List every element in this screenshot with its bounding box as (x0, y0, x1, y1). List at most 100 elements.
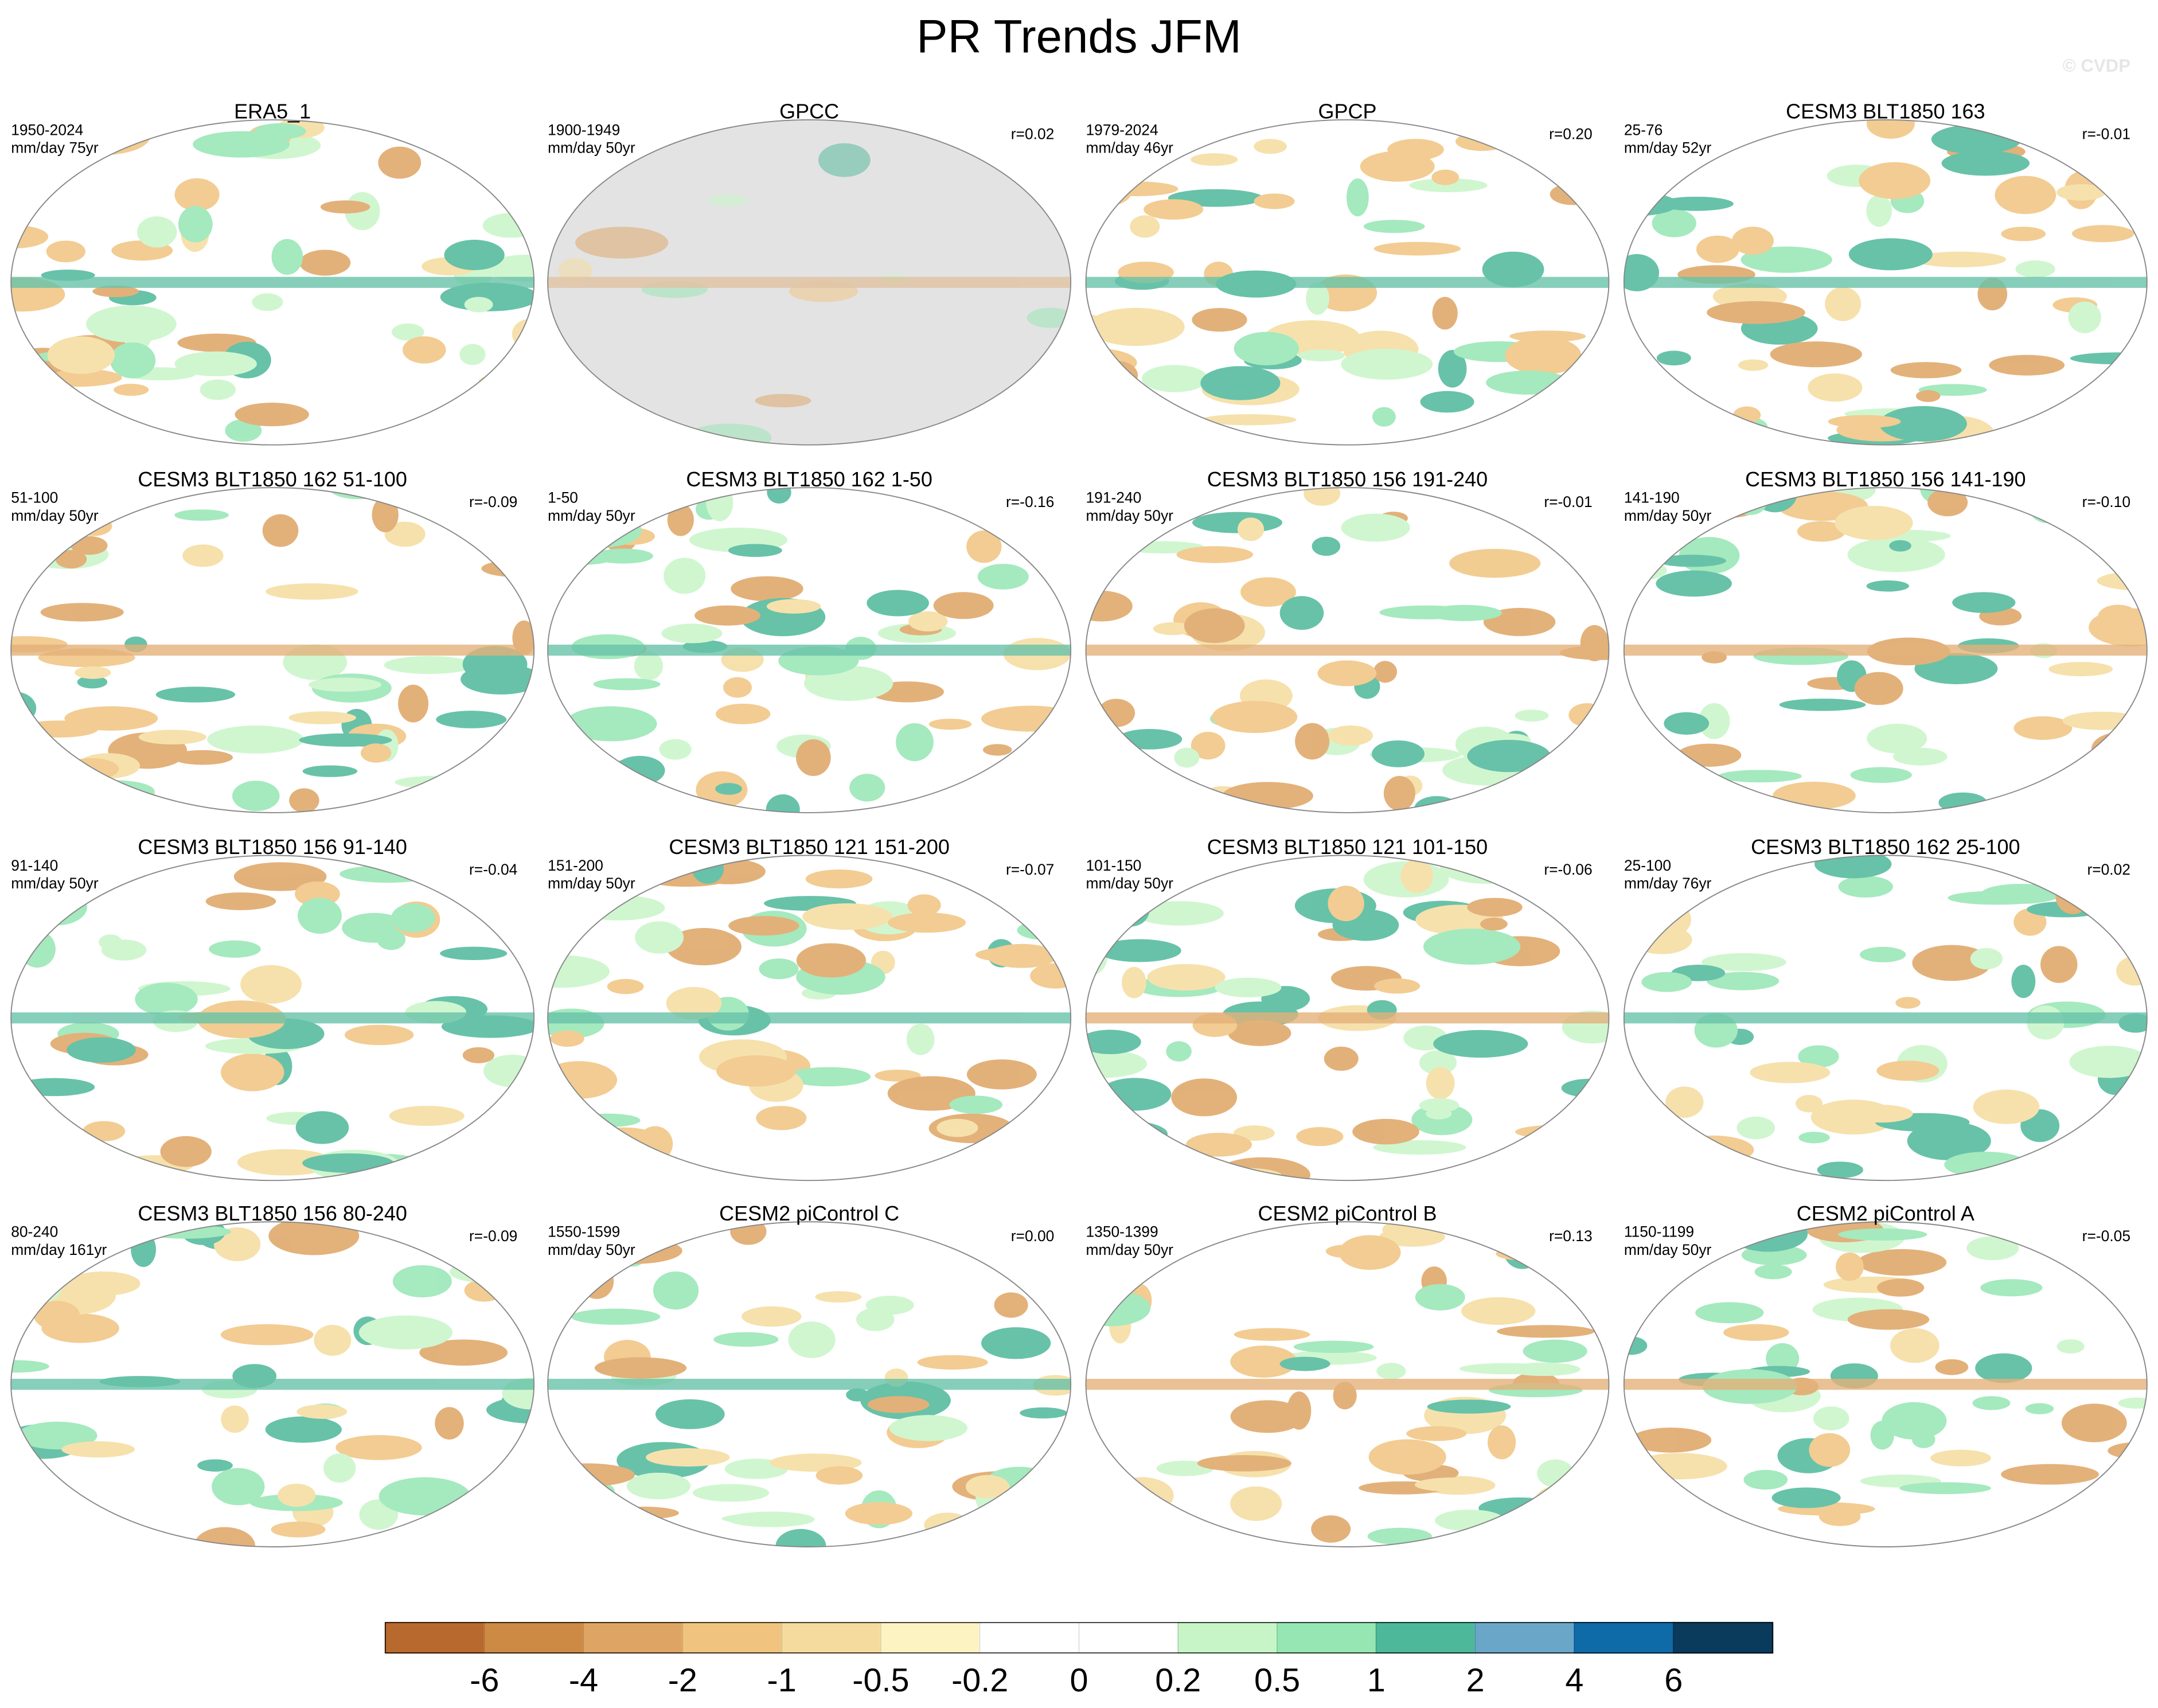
map-patch (759, 958, 799, 980)
map-patch (2013, 716, 2073, 740)
map-patch (1980, 1279, 2043, 1297)
map-patch (1646, 1140, 1684, 1155)
map-patch (1728, 1222, 1808, 1252)
map-patch (1461, 1297, 1536, 1325)
panel-r: r=0.13 (1549, 1227, 1593, 1245)
map-patch (2071, 225, 2134, 243)
map-patch (398, 684, 429, 723)
map-patch (271, 239, 303, 275)
map-patch (1372, 407, 1396, 427)
map-patch (403, 336, 446, 364)
map-patch (182, 544, 224, 567)
map-patch (1341, 513, 1410, 542)
map-patch (436, 711, 507, 728)
panel-period: 25-76 (1624, 121, 1663, 138)
map-patch (131, 1231, 156, 1268)
map-patch (1879, 405, 1967, 442)
map-patch (1847, 1309, 1930, 1330)
map-patch (1952, 592, 2016, 613)
panel-r: r=-0.07 (1006, 861, 1054, 878)
map-patch (1230, 1346, 1297, 1378)
map-patch (1419, 1050, 1457, 1075)
map-patch (548, 1061, 618, 1099)
map-patch (419, 1339, 508, 1366)
map-patch (378, 146, 422, 179)
map-patch (225, 419, 262, 442)
map-patch (1086, 1120, 1168, 1148)
map-patch (378, 1477, 471, 1516)
map-patch (2094, 1488, 2147, 1518)
map-patch (240, 965, 302, 1004)
panel-r: r=-0.09 (469, 493, 517, 510)
map-patch (1876, 1278, 1925, 1297)
map-patch (2131, 522, 2147, 556)
map-patch (965, 1475, 1010, 1499)
map-patch (1911, 1431, 1935, 1448)
map-patch (907, 894, 941, 917)
colorbar-box (880, 1621, 981, 1654)
map-patch (1279, 1356, 1330, 1371)
map-patch (966, 530, 1002, 563)
map-patch (879, 274, 908, 286)
map-patch (867, 590, 929, 617)
map-patch (1094, 181, 1178, 197)
map-patch (75, 666, 111, 679)
map-patch (721, 1513, 814, 1524)
map-patch (384, 521, 426, 547)
map-patch (1112, 893, 1150, 927)
colorbar-label: -0.2 (951, 1662, 1008, 1699)
map-patch (1972, 1396, 2011, 1410)
map-patch (360, 743, 392, 763)
map-patch (1750, 1062, 1831, 1083)
map-patch (1707, 301, 1805, 324)
map-patch (212, 1468, 265, 1506)
map-patch (505, 1157, 534, 1173)
map-patch (1414, 1477, 1494, 1492)
panel-title: CESM3 BLT1850 156 91-140 (138, 835, 407, 859)
map-patch (1754, 1264, 1792, 1280)
colorbar-label: 0 (1070, 1662, 1088, 1699)
map-patch (666, 986, 722, 1020)
map-patch (607, 978, 644, 995)
map-patch (1293, 1340, 1374, 1353)
map-patch (1200, 366, 1281, 400)
map-texture (1086, 855, 1609, 1181)
map-patch (1912, 945, 1992, 981)
map-patch (1849, 1105, 1913, 1123)
map-patch (2098, 1520, 2141, 1547)
map-patch (1480, 917, 1508, 931)
panel-period: 51-100 (11, 489, 58, 506)
map-patch (1890, 362, 1962, 379)
map-patch (46, 240, 86, 263)
map-patch (271, 1522, 326, 1538)
map-patch (1098, 699, 1135, 727)
map-patch (548, 794, 570, 813)
colorbar-label: -2 (668, 1662, 697, 1699)
map-outline (1085, 855, 1610, 1181)
panel-period: 1979-2024 (1086, 121, 1158, 138)
map-patch (1197, 1455, 1291, 1472)
map-patch (1087, 307, 1185, 346)
map-patch (849, 774, 885, 802)
colorbar-label: -4 (569, 1662, 598, 1699)
map-patch (473, 405, 534, 437)
map-patch (2038, 855, 2077, 885)
panel-units: mm/day 50yr (1624, 507, 1712, 524)
map-patch (19, 930, 56, 968)
map-patch (2048, 662, 2113, 677)
map-patch (1854, 672, 1903, 705)
map-patch (344, 1024, 414, 1046)
map-patch (1507, 1362, 1581, 1376)
map-patch (1122, 966, 1146, 999)
map-patch (888, 912, 966, 933)
map-patch (2040, 946, 2078, 983)
map-patch (1838, 1228, 1927, 1241)
map-patch (74, 1222, 97, 1235)
map-patch (1185, 1133, 1252, 1157)
map-patch (1899, 1482, 1992, 1495)
map-patch (916, 1222, 990, 1239)
